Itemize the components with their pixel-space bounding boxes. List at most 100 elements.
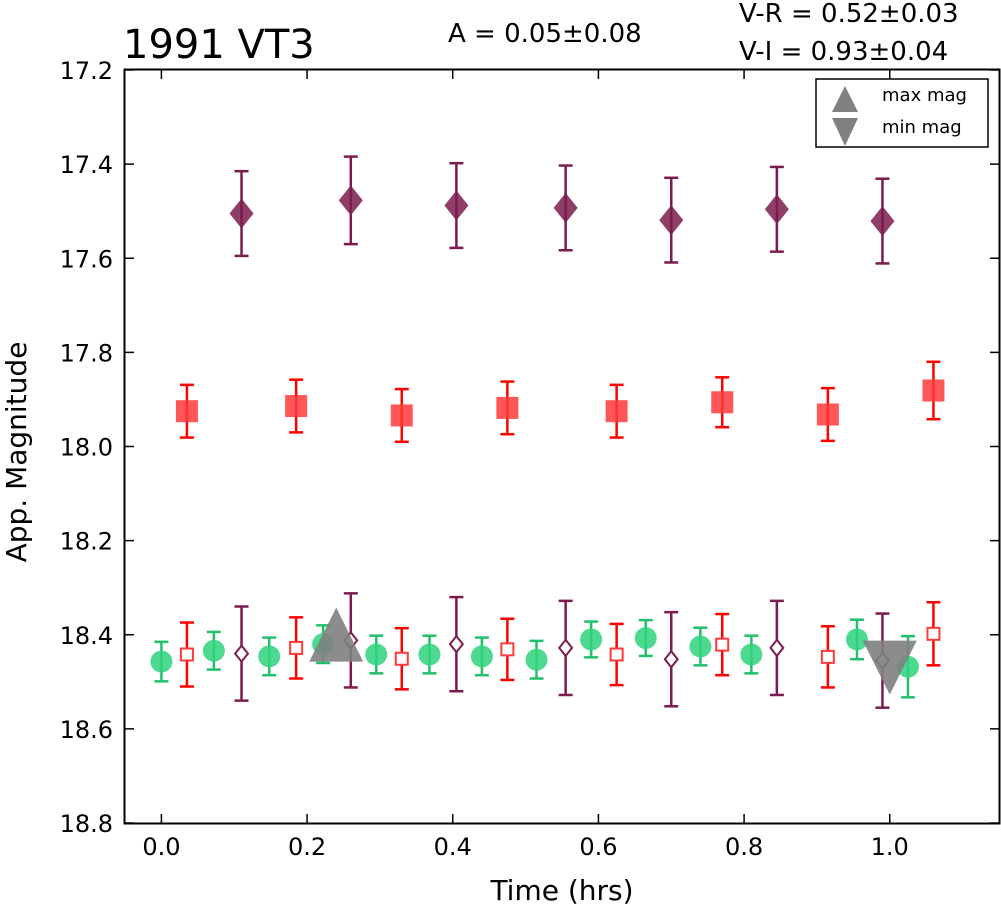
data-point-diamond	[233, 605, 250, 702]
data-point-square	[175, 383, 198, 439]
square-marker	[711, 391, 734, 414]
legend: max mag min mag	[815, 78, 989, 148]
circle-marker	[689, 635, 712, 658]
data-point-diamond	[444, 161, 469, 250]
x-tick-label: 0.6	[579, 833, 617, 861]
v-r-annotation: V-R = 0.52±0.03	[739, 0, 959, 29]
legend-triangle-up-icon	[832, 86, 858, 112]
diamond-marker	[448, 634, 465, 654]
circle-marker	[740, 643, 763, 666]
square-marker	[922, 379, 945, 402]
amplitude-annotation: A = 0.05±0.08	[448, 19, 642, 49]
circle-marker	[418, 643, 441, 666]
data-point-triangle-up	[309, 607, 364, 662]
diamond-marker	[769, 638, 785, 658]
data-point-diamond	[229, 169, 254, 258]
data-point-square	[816, 386, 839, 443]
square-marker	[394, 651, 409, 666]
square-marker	[820, 649, 835, 664]
diamond-marker	[233, 643, 250, 664]
square-marker	[289, 640, 304, 655]
circle-marker	[525, 648, 548, 671]
data-point-square	[394, 626, 409, 691]
data-point-circle	[580, 620, 603, 659]
plot-frame	[123, 68, 1001, 825]
circle-marker	[845, 628, 868, 651]
data-point-diamond	[553, 164, 578, 252]
y-tick-label: 18.6	[60, 716, 113, 744]
data-point-circle	[258, 636, 281, 677]
square-marker	[285, 395, 308, 418]
legend-label-max-mag: max mag	[882, 85, 967, 106]
data-point-circle	[365, 634, 388, 675]
data-point-circle	[202, 630, 225, 671]
data-point-diamond	[769, 599, 785, 697]
data-point-square	[926, 601, 941, 667]
data-point-square	[605, 383, 628, 439]
data-marks	[150, 155, 945, 709]
data-point-square	[390, 387, 413, 444]
data-point-circle	[470, 636, 493, 677]
data-point-diamond	[870, 177, 895, 265]
v-i-annotation: V-I = 0.93±0.04	[739, 37, 948, 67]
y-tick-label: 18.2	[60, 528, 113, 556]
data-point-square	[820, 625, 835, 689]
y-tick-label: 17.2	[60, 57, 113, 85]
diamond-marker	[663, 649, 679, 669]
circle-marker	[634, 627, 657, 650]
diamond-marker	[444, 190, 469, 221]
x-axis-label: Time (hrs)	[489, 874, 633, 904]
diamond-marker	[338, 185, 363, 216]
y-axis-label: App. Magnitude	[0, 342, 33, 563]
diamond-marker	[870, 206, 895, 237]
data-point-diamond	[659, 176, 684, 264]
data-point-circle	[845, 618, 868, 661]
y-tick-label: 18.4	[60, 622, 113, 650]
axis-ticks: 0.0 0.2 0.4 0.6 0.8 1.0 17.2 17.4 17.6 17.8 18.0 18…	[60, 57, 999, 861]
y-tick-label: 18.8	[60, 810, 113, 838]
data-point-square	[285, 378, 308, 434]
data-point-square	[922, 360, 945, 421]
square-marker	[816, 403, 839, 426]
y-tick-label: 17.6	[60, 245, 113, 273]
square-marker	[500, 642, 515, 657]
data-point-diamond	[557, 599, 574, 697]
triangle-up-marker	[309, 607, 364, 662]
chart-title: 1991 VT3	[123, 22, 315, 68]
data-point-diamond	[663, 610, 679, 708]
x-tick-label: 0.0	[142, 833, 180, 861]
circle-marker	[258, 645, 281, 668]
circle-marker	[365, 643, 388, 666]
data-point-circle	[740, 634, 763, 675]
data-point-diamond	[448, 595, 465, 693]
square-marker	[715, 637, 730, 652]
x-tick-label: 0.2	[288, 833, 326, 861]
square-marker	[605, 400, 628, 423]
y-tick-label: 17.4	[60, 151, 113, 179]
data-point-circle	[418, 634, 441, 675]
legend-label-min-mag: min mag	[882, 117, 962, 138]
data-point-square	[496, 380, 519, 436]
square-marker	[609, 647, 624, 662]
circle-marker	[580, 628, 603, 651]
square-marker	[179, 647, 194, 662]
data-point-triangle-down	[862, 640, 917, 695]
x-tick-label: 0.8	[725, 833, 763, 861]
data-point-square	[715, 612, 730, 677]
circle-marker	[202, 639, 225, 662]
square-marker	[390, 404, 413, 427]
data-point-square	[609, 622, 624, 687]
x-tick-label: 0.4	[434, 833, 472, 861]
data-point-diamond	[764, 165, 789, 253]
data-point-square	[179, 621, 194, 688]
diamond-marker	[229, 198, 254, 229]
data-point-circle	[525, 639, 548, 680]
data-point-circle	[150, 640, 173, 683]
triangle-down-marker	[862, 640, 917, 695]
square-marker	[496, 396, 519, 419]
diamond-marker	[553, 192, 578, 223]
square-marker	[175, 400, 198, 423]
data-point-circle	[689, 626, 712, 667]
data-point-circle	[634, 618, 657, 658]
